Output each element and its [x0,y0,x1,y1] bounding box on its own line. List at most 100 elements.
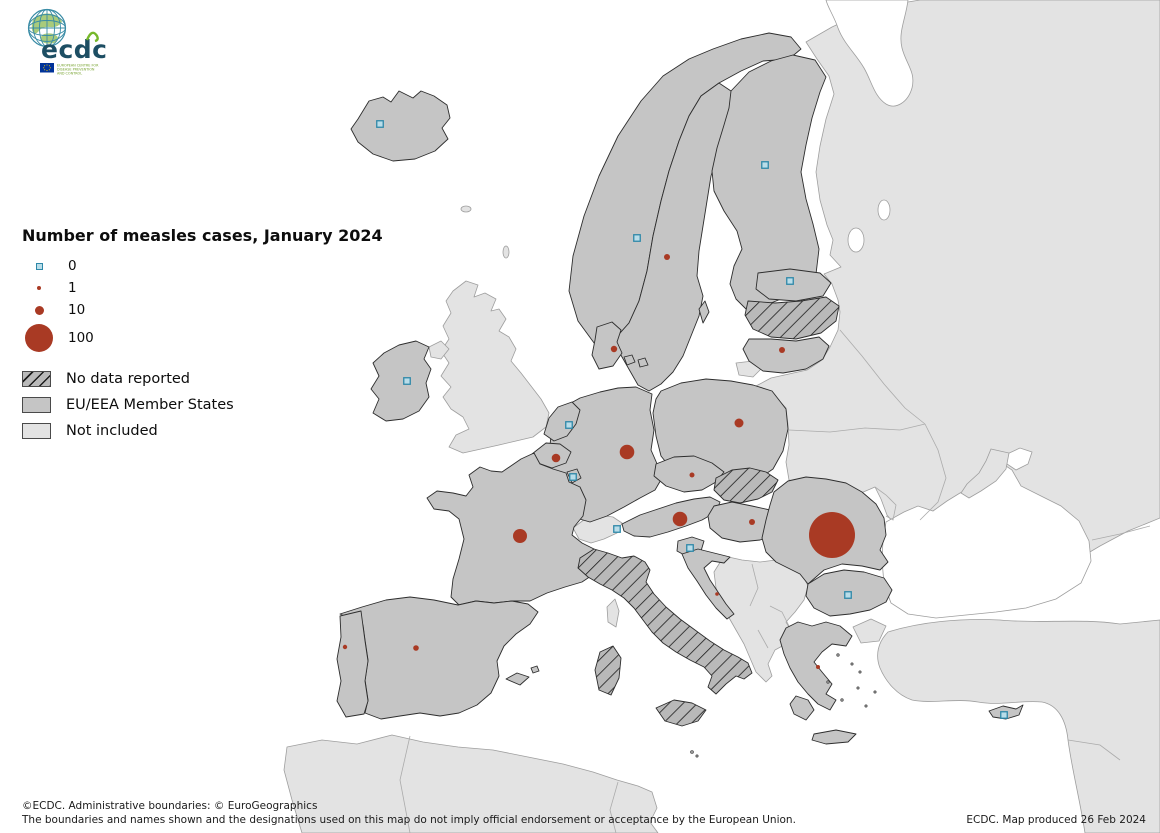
map-symbol-norway [633,234,641,242]
country-sweden [612,82,737,392]
svg-text:AND CONTROL: AND CONTROL [57,72,82,76]
footer-attribution: ©ECDC. Administrative boundaries: © Euro… [22,799,796,828]
ecdc-org-name: EUROPEAN CENTRE FOR DISEASE PREVENTION A… [57,64,99,76]
region-crimea [960,448,1010,499]
size-legend-label: 0 [68,258,77,274]
country-france [426,452,600,606]
map-symbol-germany [619,444,635,460]
layer-no-data [577,296,840,727]
case-dot-10-icon [34,305,44,315]
size-legend-row-0: 0 [22,255,383,277]
map-symbol-iceland [376,120,384,128]
island-corsica [606,598,620,628]
size-legend-row-10: 10 [22,299,383,321]
size-legend-row-1: 1 [22,277,383,299]
island-sicily [655,699,707,727]
footer-map-date: ECDC. Map produced 26 Feb 2024 [966,814,1146,826]
island-gotland [698,300,710,324]
country-greece [779,621,853,711]
island-malta [690,750,694,754]
area-legend-label: Not included [66,423,158,439]
eu-eea-swatch-icon [22,397,51,413]
case-dot-1-icon [37,286,41,290]
layer-not-included [283,0,1160,833]
island-sardinia [594,645,622,696]
map-symbol-ireland [403,377,411,385]
country-croatia [681,548,735,620]
map-symbol-portugal [342,644,348,650]
sea-black-sea [881,461,1092,619]
size-legend-label: 100 [68,330,94,346]
map-symbol-estonia [786,277,794,285]
eu-flag-icon [40,63,54,73]
layer-eu-eea [336,32,1024,745]
svg-text:EUROPEAN CENTRE FOR: EUROPEAN CENTRE FOR [57,64,99,68]
island-gozo [695,754,699,758]
island-zealand [623,354,636,366]
area-legend-row-no-data: No data reported [22,366,234,392]
area-legend-label: EU/EEA Member States [66,397,234,413]
country-estonia [755,268,832,302]
lake-onega [877,199,891,221]
map-symbol-denmark [610,345,618,353]
area-legend: No data reported EU/EEA Member States No… [22,366,234,444]
area-legend-row-eu-eea: EU/EEA Member States [22,392,234,418]
map-symbol-sweden [664,254,670,260]
island-minorca [530,665,540,674]
map-symbol-greece [816,665,820,669]
country-italy [577,548,753,695]
size-legend-rows: 0 1 10 100 [22,255,383,355]
size-legend-label: 1 [68,280,77,296]
map-symbol-cyprus [1000,711,1008,719]
island-funen [637,357,649,368]
layer-small-islands [690,653,877,758]
layer-seas [825,0,1092,619]
map-symbol-liechtenstein [613,525,621,533]
ecdc-logo: ecdc EUROPEAN CENTRE FOR DISEASE PREVENT… [24,8,144,88]
area-legend-row-not-included: Not included [22,418,234,444]
map-symbol-spain [413,645,419,651]
zero-square-icon [35,262,43,270]
country-denmark [591,321,623,370]
layer-light-borders [399,329,1151,833]
case-dot-100-icon [25,324,53,352]
region-northern-ireland [428,340,450,360]
map-symbol-lithuania [779,347,785,353]
ecdc-leaf-accent [85,31,99,43]
ecdc-logo-graphic: ecdc EUROPEAN CENTRE FOR DISEASE PREVENT… [27,8,107,76]
region-north-africa [283,734,659,833]
country-latvia [744,296,840,340]
no-data-swatch-icon [22,371,51,387]
footer-line-disclaimer: The boundaries and names shown and the d… [22,814,796,827]
sea-white-sea [825,0,914,107]
island-majorca [505,672,530,686]
country-lithuania [742,336,830,374]
map-symbol-romania [809,512,855,558]
map-symbol-czechia [689,472,695,478]
map-symbol-netherlands [565,421,573,429]
footer-line-copyright: ©ECDC. Administrative boundaries: © Euro… [22,799,318,812]
lake-ladoga [847,227,865,253]
island-crete [811,729,857,745]
size-legend-row-100: 100 [22,321,383,355]
svg-text:DISEASE PREVENTION: DISEASE PREVENTION [57,68,95,72]
country-iceland [350,90,451,162]
map-symbol-bulgaria [844,591,852,599]
country-slovakia [713,467,779,504]
not-included-swatch-icon [22,423,51,439]
island-shetland [502,245,510,259]
map-symbol-luxembourg [569,473,577,481]
region-peloponnese [789,695,815,721]
map-symbol-slovenia [686,544,694,552]
country-netherlands [543,401,581,442]
region-thrace [852,618,887,644]
island-faroe [460,205,472,213]
map-symbol-hungary [749,519,755,525]
size-legend: Number of measles cases, January 2024 0 … [22,226,383,355]
map-symbol-belgium [551,453,561,463]
country-united-kingdom [440,280,550,454]
country-turkey [877,619,1160,833]
layer-case-symbols [342,120,1008,719]
